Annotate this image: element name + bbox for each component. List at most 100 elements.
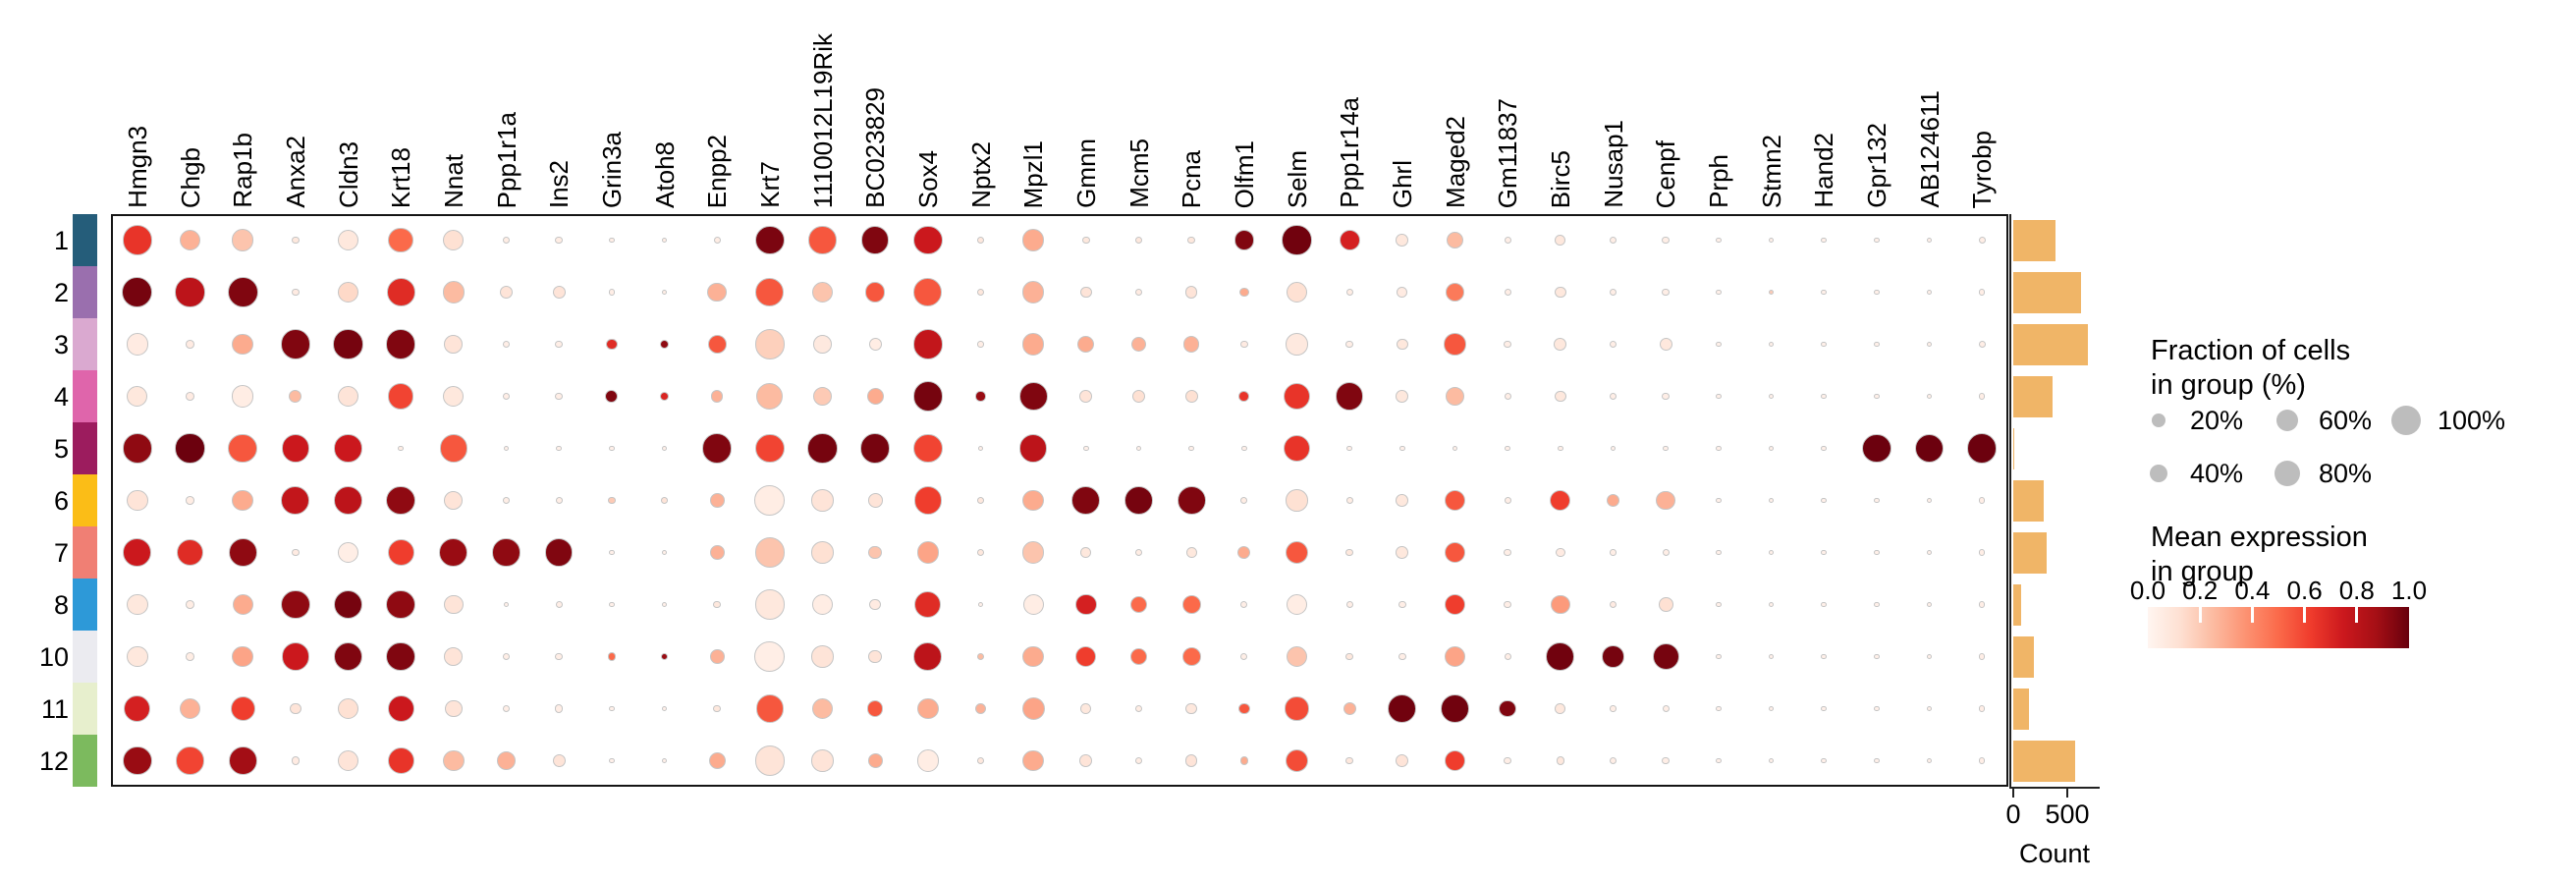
expression-dot [1185,702,1198,715]
expression-dot [976,288,985,297]
expression-dot [811,593,834,616]
expression-dot [1821,445,1827,452]
expression-dot [1444,333,1466,356]
expression-dot [1966,433,1998,464]
expression-dot [701,433,733,464]
expression-dot [608,757,615,764]
expression-dot [386,278,415,306]
gene-label-text: Mcm5 [1124,138,1154,208]
expression-dot [1874,757,1880,764]
expression-dot [1182,336,1200,353]
expression-dot [1018,382,1048,411]
expression-dot [1396,546,1409,559]
expression-dot [912,381,943,412]
expression-dot [337,541,359,564]
expression-dot [1181,647,1201,666]
expression-dot [1978,340,1986,349]
expression-dot [439,538,468,567]
expression-dot [1821,705,1827,712]
expression-dot [811,749,834,772]
expression-dot [1662,756,1671,765]
gene-label-hmgn3: Hmgn3 [120,0,155,208]
expression-dot [713,236,721,245]
expression-dot [1504,756,1512,765]
expression-dot [1071,486,1101,515]
gene-label-text: 1110012L19Rik [807,32,838,208]
expression-dot [281,642,309,671]
expression-dot [289,702,301,715]
group-label-1: 1 [53,225,69,255]
expression-dot [661,237,668,244]
expression-dot [1130,336,1147,353]
gene-label-hand2: Hand2 [1806,0,1841,208]
expression-dot [1286,489,1308,512]
group-swatch-3 [73,318,97,370]
size-legend-label-40%: 40% [2190,459,2244,488]
expression-dot [555,340,564,349]
expression-dot [713,600,722,609]
expression-dot [1874,497,1880,504]
gene-label-ab124611: AB124611 [1912,0,1947,208]
expression-dot [661,601,668,608]
expression-dot [1345,288,1353,297]
expression-dot [661,445,668,452]
expression-dot [179,229,201,251]
expression-dot [1821,289,1827,296]
expression-dot [1079,286,1092,299]
expression-dot [1554,390,1566,403]
expression-dot [1499,699,1517,718]
count-tick-0 [2012,789,2014,798]
expression-dot [1716,445,1722,452]
expression-dot [1556,756,1565,765]
expression-dot [913,225,943,255]
dot-matrix-frame [111,214,2008,787]
expression-dot [1129,647,1148,666]
expression-dot [1768,341,1775,348]
gene-label-gmnn: Gmnn [1069,0,1104,208]
count-tick-label-0: 0 [2005,799,2021,829]
expression-dot [605,338,618,351]
group-label-3: 3 [53,329,69,359]
expression-dot [1609,288,1617,297]
gene-label-olfm1: Olfm1 [1227,0,1262,208]
expression-dot [175,277,205,307]
size-legend-dot-40% [2150,465,2167,482]
expression-dot [1345,600,1353,609]
gene-label-cenpf: Cenpf [1648,0,1683,208]
count-bottom-spine [2009,787,2100,789]
expression-dot [1662,236,1671,245]
colorbar-gradient [2148,607,2409,648]
expression-dot [1452,445,1458,452]
expression-dot [913,433,943,464]
count-bar-group-1 [2013,219,2055,261]
expression-dot [708,751,726,769]
expression-dot [502,340,511,349]
expression-dot [1504,600,1512,609]
expression-dot [1555,235,1566,246]
expression-dot [444,647,464,666]
expression-dot [1240,600,1248,609]
expression-dot [607,652,617,661]
expression-dot [186,652,194,661]
gene-label-text: Krt18 [386,146,416,208]
group-label-6: 6 [53,485,69,516]
gene-label-mcm5: Mcm5 [1122,0,1157,208]
expression-dot [1609,236,1617,245]
count-bar-group-7 [2013,531,2048,574]
colorbar-tick-0.4: 0.4 [2234,576,2271,605]
gene-label-text: Enpp2 [702,134,733,208]
expression-dot [126,645,148,668]
expression-dot [291,756,301,765]
gene-label-enpp2: Enpp2 [699,0,735,208]
expression-dot [1926,549,1933,556]
expression-dot [1237,545,1251,560]
expression-dot [1240,496,1248,505]
expression-dot [337,697,359,720]
count-bar-group-5 [2013,427,2015,469]
expression-dot [1609,756,1617,765]
expression-dot [1610,549,1617,556]
expression-dot [1554,286,1566,299]
expression-dot [1546,642,1575,671]
expression-dot [503,601,510,608]
